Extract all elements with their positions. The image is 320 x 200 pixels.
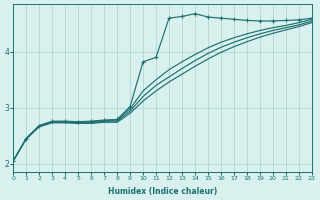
X-axis label: Humidex (Indice chaleur): Humidex (Indice chaleur) (108, 187, 217, 196)
